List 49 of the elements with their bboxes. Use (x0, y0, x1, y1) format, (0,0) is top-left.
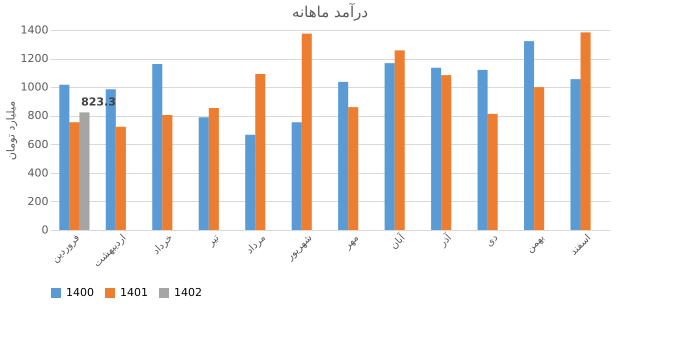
bar (488, 114, 498, 230)
bar (162, 115, 172, 230)
bar (198, 117, 209, 230)
bar (255, 74, 266, 230)
bar (478, 70, 488, 230)
bar (116, 126, 126, 230)
x-tick-label: تیر (205, 232, 222, 249)
bar (384, 63, 395, 230)
y-tick-label: 0 (42, 224, 48, 236)
bar (302, 34, 312, 230)
x-tick-label: دی (484, 232, 500, 249)
bar (59, 84, 70, 230)
bar (534, 87, 544, 230)
x-tick-label: خرداد (150, 232, 176, 257)
bar (441, 75, 452, 230)
bar (79, 112, 90, 230)
y-tick-label: 1200 (20, 52, 48, 66)
bar (69, 122, 80, 230)
legend-label: 1402 (174, 286, 202, 299)
x-tick-label: آبان (387, 230, 408, 252)
y-tick-label: 1000 (20, 80, 48, 94)
x-tick-label: مرداد (244, 232, 268, 256)
bar (348, 107, 358, 230)
chart-title: درآمد ماهانه (292, 2, 368, 21)
x-tick-label: شهریور (284, 232, 315, 264)
bar (394, 50, 405, 230)
bar (338, 82, 348, 230)
legend-label: 1401 (120, 286, 148, 299)
y-tick-label: 400 (28, 166, 48, 180)
y-axis-title: میلیارد تومان (4, 100, 18, 160)
y-tick-label: 800 (28, 109, 48, 122)
bar (245, 134, 256, 230)
bar (208, 108, 219, 230)
bar (580, 32, 591, 230)
x-tick-label: بهمن (524, 232, 547, 255)
y-tick-label: 1400 (20, 24, 48, 36)
x-tick-label: اردیبهشت (92, 232, 129, 270)
bar (524, 41, 534, 230)
x-tick-label: اسفند (568, 232, 594, 258)
y-tick-label: 600 (28, 138, 48, 151)
bar (152, 64, 162, 230)
x-tick-label: مهر (342, 232, 362, 252)
bar (292, 122, 302, 230)
x-tick-label: آذر (436, 230, 455, 250)
bar (570, 79, 581, 230)
x-tick-label: فروردین (50, 232, 82, 265)
bar (431, 68, 442, 230)
legend-label: 1400 (66, 286, 94, 299)
y-tick-label: 200 (28, 194, 48, 208)
